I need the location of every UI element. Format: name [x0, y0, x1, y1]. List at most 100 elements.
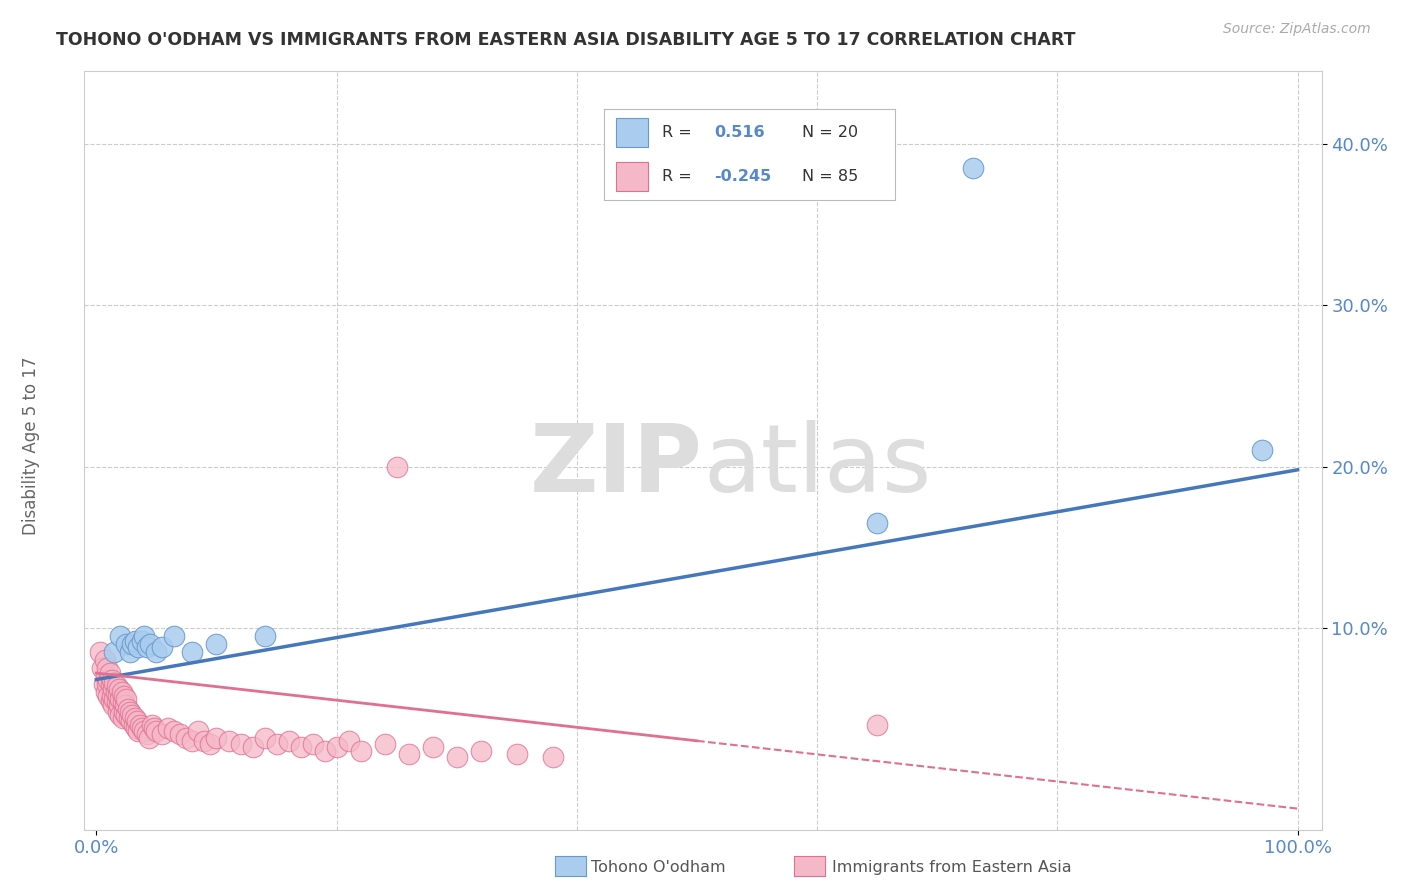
Point [135, 640, 157, 655]
Point [141, 717, 163, 731]
Point [110, 692, 132, 706]
Point [117, 701, 139, 715]
Point [205, 637, 228, 651]
Text: atlas: atlas [703, 419, 931, 512]
Point [446, 750, 468, 764]
Point [94, 685, 117, 699]
Point [97, 689, 120, 703]
Point [163, 724, 186, 739]
Point [101, 689, 124, 703]
Point [163, 629, 186, 643]
Point [96, 661, 118, 675]
Point [337, 734, 360, 748]
Point [253, 731, 276, 745]
Point [253, 629, 276, 643]
Point [128, 717, 150, 731]
Point [169, 727, 191, 741]
Point [385, 459, 408, 474]
Point [110, 685, 132, 699]
Point [325, 740, 347, 755]
Text: Immigrants from Eastern Asia: Immigrants from Eastern Asia [832, 860, 1071, 874]
Point [1250, 443, 1272, 458]
Point [124, 711, 146, 725]
Point [122, 717, 145, 731]
Point [91, 661, 114, 675]
Point [127, 724, 149, 739]
Point [100, 693, 122, 707]
Point [89, 645, 111, 659]
Point [157, 721, 180, 735]
Point [181, 734, 204, 748]
Point [139, 637, 162, 651]
Point [506, 747, 529, 761]
Point [93, 677, 115, 691]
Point [125, 721, 148, 735]
Point [145, 724, 167, 739]
Text: TOHONO O'ODHAM VS IMMIGRANTS FROM EASTERN ASIA DISABILITY AGE 5 TO 17 CORRELATIO: TOHONO O'ODHAM VS IMMIGRANTS FROM EASTER… [56, 31, 1076, 49]
Point [374, 737, 396, 751]
Point [187, 724, 209, 739]
Text: Tohono O'odham: Tohono O'odham [591, 860, 725, 874]
Point [124, 633, 146, 648]
Point [107, 689, 129, 703]
Point [107, 705, 129, 719]
Point [115, 708, 138, 723]
Point [266, 737, 288, 751]
Point [422, 740, 444, 755]
Point [143, 721, 166, 735]
Point [108, 682, 131, 697]
Point [103, 682, 125, 697]
Point [112, 705, 135, 719]
Point [138, 731, 160, 745]
Point [135, 727, 157, 741]
Point [145, 645, 167, 659]
Point [115, 692, 138, 706]
Point [100, 677, 122, 691]
Text: Disability Age 5 to 17: Disability Age 5 to 17 [22, 357, 39, 535]
Point [121, 637, 143, 651]
Point [134, 629, 156, 643]
Point [301, 737, 323, 751]
Text: Source: ZipAtlas.com: Source: ZipAtlas.com [1223, 22, 1371, 37]
Point [134, 724, 156, 739]
Point [290, 740, 312, 755]
Point [110, 629, 132, 643]
Point [218, 734, 240, 748]
Point [103, 645, 125, 659]
Point [118, 705, 141, 719]
Point [97, 673, 120, 687]
Point [101, 673, 124, 687]
Point [98, 666, 121, 681]
Point [118, 645, 141, 659]
Point [96, 677, 118, 691]
Point [111, 711, 134, 725]
Point [277, 734, 299, 748]
Point [866, 717, 889, 731]
Point [94, 653, 117, 667]
Point [962, 161, 984, 176]
Point [115, 637, 138, 651]
Point [205, 731, 228, 745]
Point [108, 698, 131, 713]
Point [152, 727, 174, 741]
Point [104, 685, 127, 699]
Point [131, 721, 153, 735]
Point [118, 711, 141, 725]
Point [120, 714, 142, 729]
Point [470, 743, 492, 757]
Point [200, 737, 222, 751]
Point [114, 698, 136, 713]
Point [176, 731, 198, 745]
Point [103, 692, 125, 706]
Point [111, 695, 134, 709]
Point [121, 708, 143, 723]
Point [94, 669, 117, 683]
Point [112, 689, 135, 703]
Point [314, 743, 336, 757]
Point [131, 633, 153, 648]
Point [398, 747, 420, 761]
Point [103, 675, 125, 690]
Point [350, 743, 373, 757]
Point [105, 679, 128, 693]
Point [193, 734, 215, 748]
